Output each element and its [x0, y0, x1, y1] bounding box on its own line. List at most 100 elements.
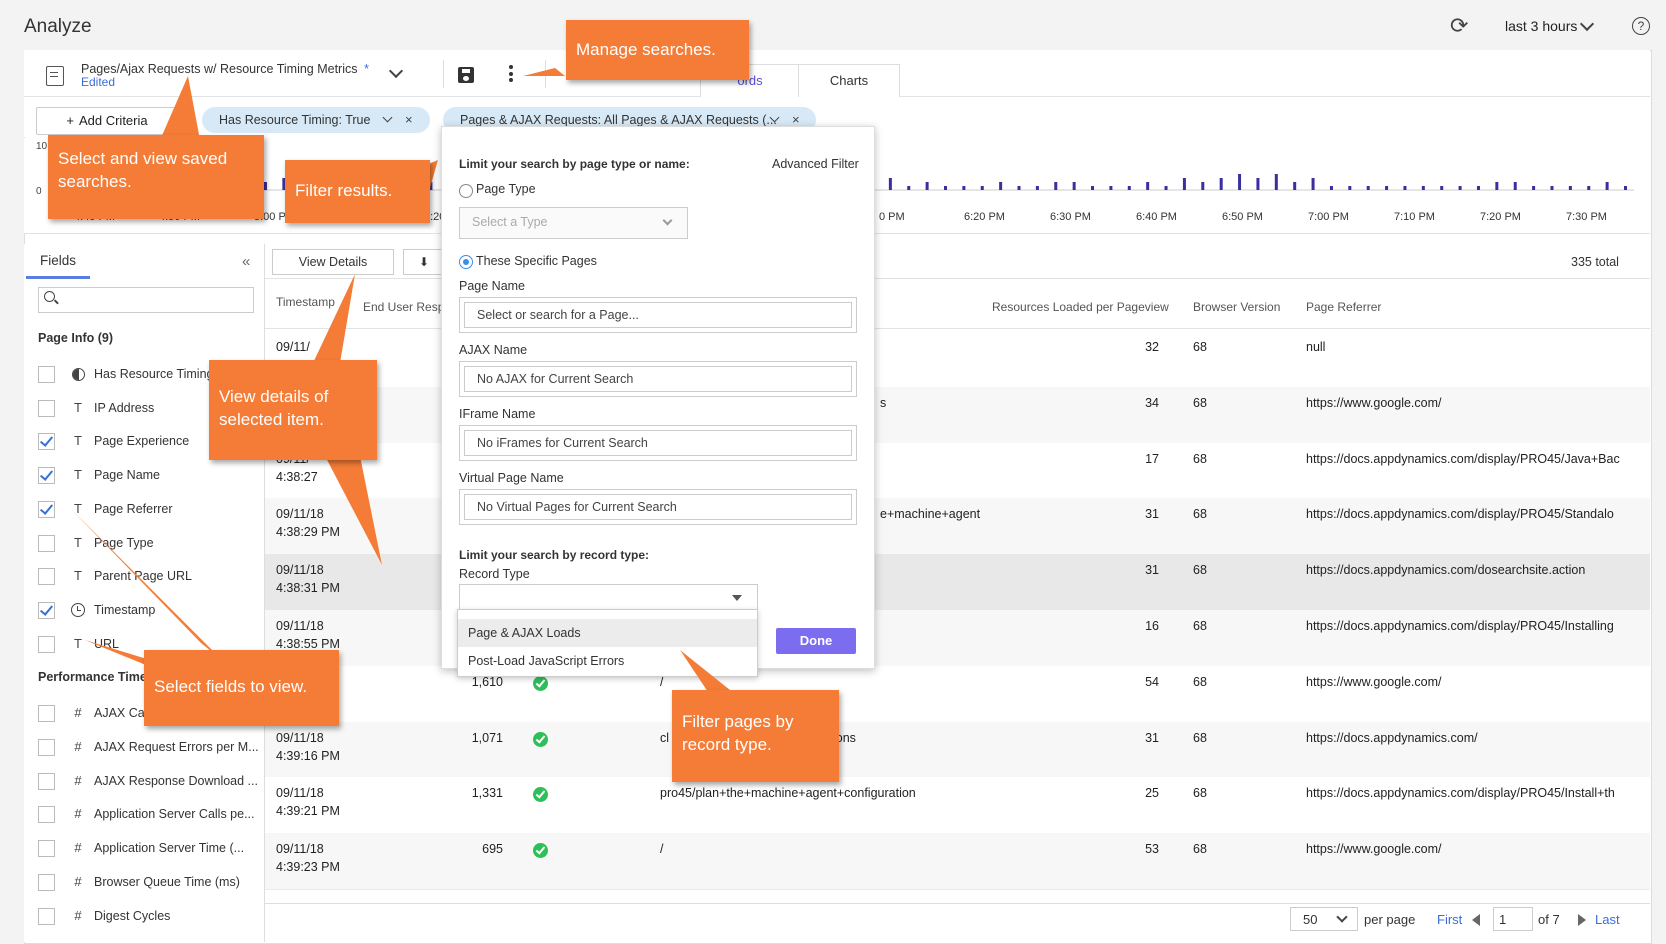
chart-bar[interactable] [1164, 186, 1168, 190]
search-name[interactable]: Pages/Ajax Requests w/ Resource Timing M… [81, 62, 358, 76]
chart-bar[interactable] [1605, 182, 1609, 190]
field-search-input[interactable] [38, 287, 254, 313]
advanced-filter-link[interactable]: Advanced Filter [772, 157, 859, 171]
field-checkbox[interactable] [38, 705, 55, 723]
field-checkbox[interactable] [38, 568, 55, 586]
time-range-selector[interactable]: last 3 hours [1505, 18, 1577, 34]
chart-bar[interactable] [282, 178, 286, 190]
page-type-radio[interactable] [459, 184, 473, 198]
virtual-page-input[interactable]: No Virtual Pages for Current Search [464, 494, 852, 520]
chart-bar[interactable] [1035, 186, 1039, 190]
chart-bar[interactable] [1238, 174, 1242, 190]
chart-bar[interactable] [1513, 182, 1517, 190]
chart-bar[interactable] [1329, 186, 1333, 190]
specific-pages-radio[interactable] [459, 255, 473, 269]
refresh-icon[interactable]: ⟳ [1450, 13, 1469, 38]
chart-bar[interactable] [1385, 186, 1389, 190]
save-icon[interactable] [458, 67, 474, 83]
chart-bar[interactable] [1476, 186, 1480, 190]
table-row[interactable]: 09/11/18 4:39:23 PM 695 / 53 68 https://www.go… [265, 833, 1650, 891]
chart-bar[interactable] [944, 186, 947, 190]
page-size-select[interactable]: 50 [1290, 907, 1358, 931]
field-checkbox[interactable] [38, 399, 55, 417]
ajax-name-field[interactable]: No AJAX for Current Search [459, 361, 857, 397]
record-type-select[interactable] [459, 584, 758, 612]
saved-search-icon[interactable] [46, 66, 64, 86]
last-page-link[interactable]: Last [1595, 912, 1620, 927]
chart-bar[interactable] [1311, 178, 1315, 190]
field-checkbox[interactable] [38, 635, 55, 653]
first-page-link[interactable]: First [1437, 912, 1463, 927]
prev-page-icon[interactable] [1472, 914, 1480, 926]
table-row[interactable]: 09/11/18 4:39:21 PM 1,331 pro45/plan+the+ma… [265, 777, 1650, 835]
chart-bar[interactable] [1421, 186, 1425, 190]
column-page-referrer[interactable]: Page Referrer [1306, 300, 1382, 314]
field-checkbox[interactable] [38, 534, 55, 552]
table-row[interactable]: 09/11/18 4:39:16 PM 1,071 cl ions 31 68 https:/… [265, 721, 1650, 779]
field-checkbox[interactable] [38, 907, 55, 925]
field-checkbox[interactable] [38, 739, 55, 756]
done-button[interactable]: Done [776, 628, 856, 654]
view-details-button[interactable]: View Details [272, 249, 394, 275]
field-checkbox[interactable] [38, 772, 55, 790]
chart-bar[interactable] [1366, 186, 1370, 190]
chart-bar[interactable] [907, 186, 911, 190]
fields-panel-title[interactable]: Fields [40, 253, 77, 268]
close-icon[interactable]: × [405, 112, 413, 127]
next-page-icon[interactable] [1578, 914, 1586, 926]
chart-bar[interactable] [1054, 182, 1058, 190]
chart-bar[interactable] [1127, 186, 1131, 190]
chart-bar[interactable] [1348, 186, 1352, 190]
field-checkbox[interactable] [38, 433, 55, 451]
record-type-option[interactable]: Page & AJAX Loads [458, 619, 757, 647]
chevron-down-icon[interactable] [382, 112, 393, 123]
chart-bar[interactable] [1293, 182, 1297, 190]
chart-bar[interactable] [1017, 186, 1021, 190]
chart-bar[interactable] [1072, 182, 1076, 190]
chart-bar[interactable] [1256, 178, 1260, 190]
iframe-name-input[interactable]: No iFrames for Current Search [464, 430, 852, 456]
chart-bar[interactable] [1440, 186, 1444, 190]
field-checkbox[interactable] [38, 467, 55, 485]
chart-bar[interactable] [1532, 186, 1536, 190]
field-checkbox[interactable] [38, 366, 55, 383]
column-resources-loaded[interactable]: Resources Loaded per Pageview [992, 300, 1169, 314]
select-type-dropdown[interactable]: Select a Type [459, 207, 688, 239]
chart-bar[interactable] [1495, 182, 1499, 190]
chart-bar[interactable] [1201, 182, 1205, 190]
chart-bar[interactable] [962, 186, 966, 190]
chart-bar[interactable] [1568, 186, 1572, 190]
page-name-input[interactable]: Select or search for a Page... [464, 302, 852, 328]
chart-bar[interactable] [1624, 186, 1627, 190]
chart-bar[interactable] [1587, 186, 1591, 190]
chart-bar[interactable] [264, 182, 267, 190]
add-criteria-button[interactable]: + Add Criteria [36, 107, 178, 135]
column-end-user-response[interactable]: End User Resp [363, 300, 445, 314]
iframe-name-field[interactable]: No iFrames for Current Search [459, 425, 857, 461]
field-checkbox[interactable] [38, 840, 55, 858]
chart-bar[interactable] [980, 186, 984, 190]
chart-bar[interactable] [1146, 182, 1150, 190]
collapse-panel-icon[interactable]: « [242, 253, 251, 270]
chart-bar[interactable] [1182, 178, 1186, 190]
chart-bar[interactable] [925, 182, 929, 190]
chart-bar[interactable] [1550, 186, 1554, 190]
field-checkbox[interactable] [38, 873, 55, 891]
filter-pill-resource-timing[interactable]: Has Resource Timing: True × [202, 107, 430, 133]
ajax-name-input[interactable]: No AJAX for Current Search [464, 366, 852, 392]
chart-bar[interactable] [1403, 186, 1407, 190]
column-timestamp[interactable]: Timestamp [276, 295, 335, 309]
close-icon[interactable]: × [792, 112, 800, 127]
chart-bar[interactable] [1458, 186, 1462, 190]
record-type-option[interactable]: Post-Load JavaScript Errors [468, 654, 625, 668]
chart-bar[interactable] [999, 182, 1003, 190]
chart-bar[interactable] [1109, 186, 1113, 190]
download-icon[interactable]: ⬇ [403, 249, 444, 275]
field-group-title[interactable]: Performance Time [38, 670, 147, 685]
column-browser-version[interactable]: Browser Version [1193, 300, 1281, 314]
chart-bar[interactable] [1091, 186, 1095, 190]
chart-bar[interactable] [888, 178, 892, 190]
field-checkbox[interactable] [38, 806, 55, 824]
page-name-field[interactable]: Select or search for a Page... [459, 297, 857, 333]
field-group-title[interactable]: Page Info (9) [38, 331, 114, 345]
